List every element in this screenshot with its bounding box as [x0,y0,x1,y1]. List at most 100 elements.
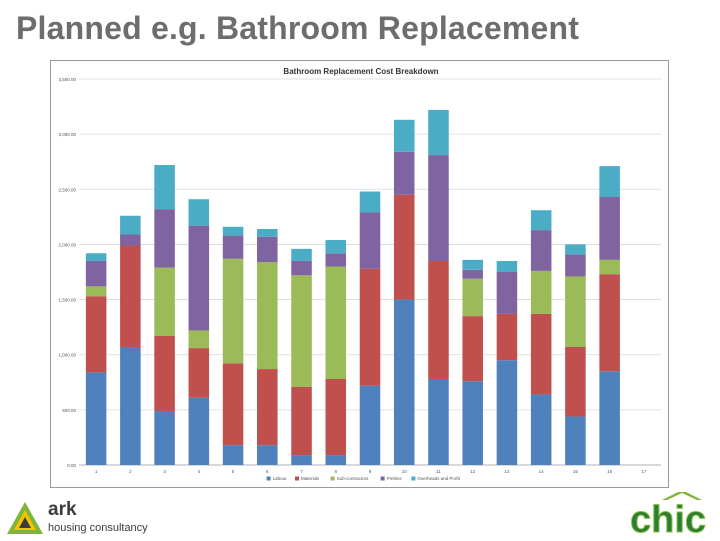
bar-segment [222,445,244,465]
x-tick-label: 2 [129,469,132,474]
bar-segment [393,119,415,152]
legend-label: Overheads and Profit [417,476,460,481]
bar-segment [565,244,586,255]
chart-title: Bathroom Replacement Cost Breakdown [283,67,438,76]
bar-segment [496,313,518,361]
bar-segment [359,212,381,269]
bar-segment [462,316,483,382]
bar-segment [120,215,141,235]
x-tick-label: 17 [641,469,647,474]
bar-segment [257,236,278,263]
bar-segment [222,226,244,236]
x-tick-label: 9 [369,469,372,474]
legend-swatch [266,476,271,481]
y-tick-label: 3,000.00 [58,132,76,137]
bar-segment [462,278,483,317]
bar-segment [496,272,518,314]
x-axis-ticks: 1 2 3 4 5 6 7 8 9 10 11 12 13 14 15 16 17 [95,469,647,474]
bar-segment [462,269,483,279]
legend-label: Materials [301,476,320,481]
bar-segment [222,258,244,364]
y-tick-label: 2,000.00 [58,242,76,247]
x-tick-label: 4 [198,469,201,474]
x-tick-label: 10 [402,469,408,474]
bar-segment [291,275,312,387]
x-tick-label: 14 [539,469,545,474]
bar-segment [599,259,620,275]
bar-segment [428,260,449,379]
bar-segment [565,346,586,417]
bars [85,109,620,465]
bar-segment [257,228,278,237]
bar-segment [565,416,586,465]
bar-segment [496,260,518,272]
bar-segment [325,253,347,267]
bar-segment [291,248,312,261]
bar-segment [530,313,552,395]
x-tick-label: 8 [335,469,338,474]
x-tick-label: 12 [470,469,476,474]
y-tick-label: 1,500.00 [58,298,76,303]
ark-logo: ark housing consultancy [6,498,156,538]
bar-segment [120,245,141,347]
bar-segment [85,296,107,373]
chart-frame: Bathroom Replacement Cost Breakdown 0.00… [50,60,669,488]
bar-segment [530,210,552,231]
y-tick-label: 2,500.00 [58,187,76,192]
bar-segment [188,397,210,465]
bar-segment [599,274,620,372]
bar-segment [188,199,210,226]
bar-segment [462,259,483,270]
x-tick-label: 7 [300,469,303,474]
bar-segment [428,378,449,465]
bar-segment [359,385,381,465]
bar-segment [85,253,107,261]
bar-segment [565,254,586,277]
bar-segment [257,369,278,446]
bar-segment [188,348,210,398]
bar-segment [325,240,347,254]
legend-label: Sub-contractors [337,476,370,481]
bar-segment [530,230,552,271]
bar-segment [85,372,107,465]
x-tick-label: 13 [504,469,510,474]
legend: Labour Materials Sub-contractors Prelims Ove… [266,476,461,481]
bar-segment [222,363,244,446]
x-tick-label: 5 [232,469,235,474]
y-tick-label: 0.00 [67,463,76,468]
legend-swatch [330,476,335,481]
bar-segment [85,286,107,297]
bar-segment [154,267,175,336]
x-tick-label: 11 [436,469,441,474]
ark-logo-subtitle: housing consultancy [48,522,148,534]
bar-segment [257,262,278,370]
bar-segment [565,276,586,347]
chic-logo: chic [622,490,714,541]
bar-segment [428,109,449,156]
bar-segment [291,260,312,276]
legend-swatch [380,476,385,481]
bar-segment [154,209,175,268]
ark-logo-name: ark [48,499,77,520]
y-axis-ticks: 0.00 500.00 1,000.00 1,500.00 2,000.00 2,500.… [58,77,76,468]
bar-segment [325,455,347,465]
bar-segment [222,235,244,259]
bar-segment [291,455,312,465]
bar-segment [325,266,347,379]
bar-segment [393,194,415,300]
y-tick-label: 1,000.00 [58,353,76,358]
stacked-bar-chart: Bathroom Replacement Cost Breakdown 0.00… [58,67,661,481]
bar-segment [530,270,552,314]
bar-segment [393,151,415,195]
x-tick-label: 1 [95,469,98,474]
bar-segment [188,330,210,349]
legend-label: Prelims [387,476,403,481]
bar-segment [359,191,381,213]
chic-logo-name: chic [630,499,706,536]
y-tick-label: 500.00 [62,408,76,413]
legend-label: Labour [273,476,288,481]
y-tick-label: 3,500.00 [58,77,76,82]
x-tick-label: 15 [573,469,579,474]
legend-swatch [411,476,416,481]
x-tick-label: 3 [163,469,166,474]
